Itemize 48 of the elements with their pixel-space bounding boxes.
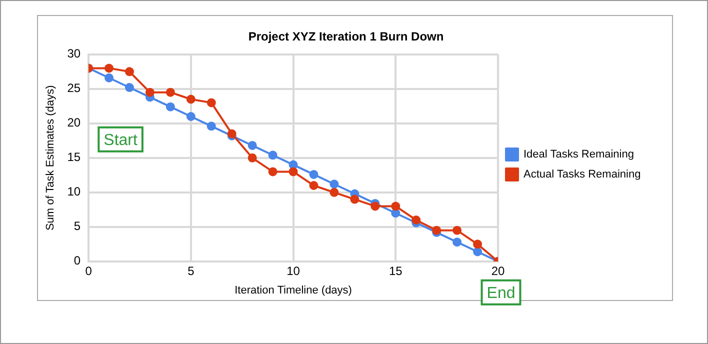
y-axis-title: Sum of Task Estimates (days) [44, 85, 57, 231]
x-tick-label: 10 [286, 264, 300, 278]
point [268, 150, 278, 160]
point [248, 153, 257, 162]
point [206, 122, 216, 131]
point [124, 67, 134, 76]
x-tick-label: 5 [188, 264, 195, 278]
point [248, 140, 257, 150]
chart-title: Project XYZ Iteration 1 Burn Down [248, 30, 444, 44]
point [288, 167, 298, 176]
point [452, 226, 462, 235]
point [206, 98, 216, 108]
x-tick-label: 20 [491, 264, 505, 278]
x-tick-label: 0 [85, 264, 92, 278]
legend-label: Ideal Tasks Remaining [524, 148, 634, 161]
point [104, 73, 114, 82]
y-tick-label: 25 [67, 81, 81, 96]
point [391, 208, 400, 218]
y-tick-label: 30 [67, 46, 81, 61]
point [166, 102, 175, 112]
point [186, 94, 196, 104]
point [166, 88, 175, 97]
point [473, 240, 482, 249]
y-tick-label: 10 [67, 184, 81, 199]
point [186, 112, 196, 121]
point [124, 83, 134, 92]
point [473, 247, 482, 256]
point [391, 202, 400, 211]
x-axis-title: Iteration Timeline (days) [234, 284, 352, 296]
point [452, 238, 462, 247]
point [330, 180, 339, 189]
x-tick-label: 15 [388, 264, 403, 278]
y-tick-label: 5 [74, 219, 81, 234]
point [309, 181, 318, 190]
y-tick-label: 20 [67, 116, 81, 130]
legend-label: Actual Tasks Remaining [524, 168, 641, 181]
point [268, 167, 278, 176]
point [330, 188, 339, 197]
point [412, 216, 421, 224]
annotation: Start [104, 132, 138, 149]
y-tick-label: 15 [67, 150, 81, 164]
text: End [486, 284, 516, 302]
point [309, 170, 318, 179]
point [370, 202, 380, 211]
y-tick-label: 0 [74, 254, 81, 268]
point [104, 64, 114, 73]
point [145, 88, 154, 97]
point [350, 194, 360, 204]
